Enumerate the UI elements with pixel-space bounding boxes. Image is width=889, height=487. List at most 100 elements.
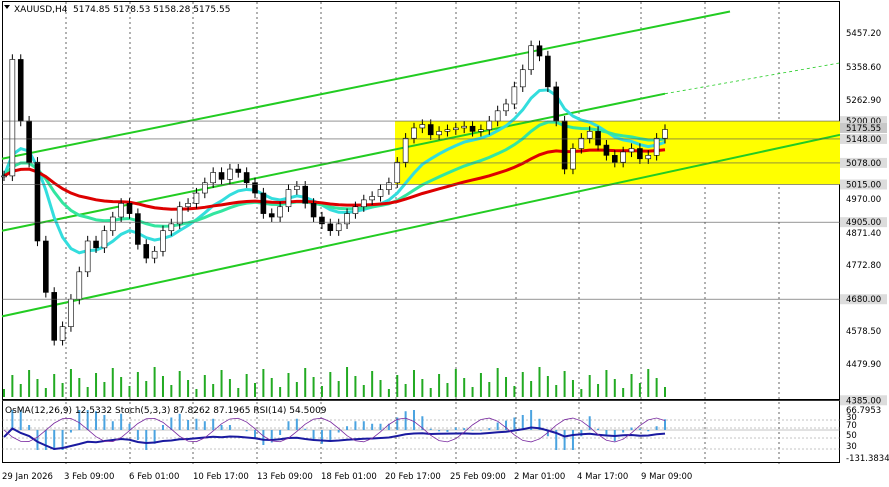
volume-bar [379,380,382,397]
osma-bar [145,430,148,450]
candle-body [344,213,350,225]
candle-body [227,168,233,180]
osma-bar [312,430,315,440]
volume-bar [421,379,424,397]
triangle-down-icon[interactable] [4,5,10,9]
price-tick: 5262.90 [846,96,881,106]
volume-bar [505,377,508,397]
osma-bar [245,430,248,432]
osc-tick: 30 [846,442,857,452]
level-tag [840,133,887,144]
candle-body [176,206,183,225]
candle-body [645,155,652,160]
main-pane-border [2,1,840,400]
volume-bar [613,379,616,397]
level-tag [840,179,887,190]
volume-bar [287,373,290,397]
candle-body [444,129,451,132]
candle-body [252,182,258,194]
volume-bar [438,374,441,397]
volume-bar [354,376,357,397]
osma-bar [279,430,282,435]
volume-bar [605,370,608,397]
volume-bar [220,370,223,397]
osma-bar [128,423,131,430]
candle-body [76,271,83,300]
candle-body [519,69,526,88]
time-tick: 9 Mar 09:00 [641,472,692,482]
level-tag [840,116,887,127]
level-label: 5015.00 [846,180,881,190]
volume-bar [11,375,14,397]
candle-body [1,175,7,178]
candle-body [377,189,384,197]
osc-tick: 66.7953 [846,406,881,416]
candles[interactable] [1,40,668,346]
level-label: 4385.00 [846,396,881,406]
osma-bar [329,430,332,440]
ema-slow [3,148,666,211]
volume-bar [387,389,390,397]
candle-body [202,182,208,194]
level-tag [840,395,887,406]
price-tick: 4479.90 [846,360,881,370]
candle-body [411,127,417,139]
candle-body [360,199,367,208]
candle-body [545,55,551,88]
time-tick: 2 Mar 01:00 [514,472,565,482]
osma-bar [404,411,407,430]
osma-bar [287,421,290,430]
candle-body [461,125,467,129]
candle-body [536,45,543,57]
candle-body [185,203,191,208]
candle-body [419,124,426,129]
volume-bar [538,367,541,397]
volume-bar [513,386,516,397]
candle-body [386,182,392,190]
indicator-readout: OsMA(12,26,9) 12.5332 Stoch(5,3,3) 87.82… [5,406,327,416]
volume-bar [521,372,524,397]
osma-bar [530,410,533,430]
osma-bar [580,430,583,437]
volume-bar [555,385,558,397]
volume-bar [86,387,89,397]
candle-body [511,86,518,105]
osma-bar [496,422,499,430]
osma-bar [538,418,541,430]
osma-bar [555,430,558,450]
level-label: 4905.00 [846,218,881,228]
volume-bar [36,379,39,397]
level-tag [840,157,887,168]
volume-bar [120,377,123,397]
osma-bar [488,428,491,430]
volume-bar [187,380,190,397]
volume-bar [61,383,64,397]
volume-bar [95,373,98,397]
osma-bar [421,416,424,430]
candle-body [628,148,635,153]
time-tick: 10 Feb 17:00 [193,472,249,482]
osma-bar [513,417,516,430]
volume-bar [346,367,349,397]
volume-bar [404,384,407,397]
candle-body [528,45,534,71]
price-tick: 5457.20 [846,29,881,39]
osma-bar [220,425,223,430]
volume-bar [630,374,633,397]
osma-bar [195,418,198,430]
candle-body [427,124,434,136]
volume-bar [454,369,457,397]
osma-bar [178,413,181,430]
osma-bar [371,423,374,430]
price-tick: 4578.50 [846,327,881,337]
volume-bar [362,385,365,397]
osma-bar [270,430,273,443]
candle-body [335,223,342,232]
volume-bar [337,381,340,397]
candle-body [93,240,99,249]
osma-bar [563,430,566,450]
osma-bar [295,418,298,430]
volume-bar [237,388,240,397]
osc-tick: -131.3834 [846,454,889,464]
